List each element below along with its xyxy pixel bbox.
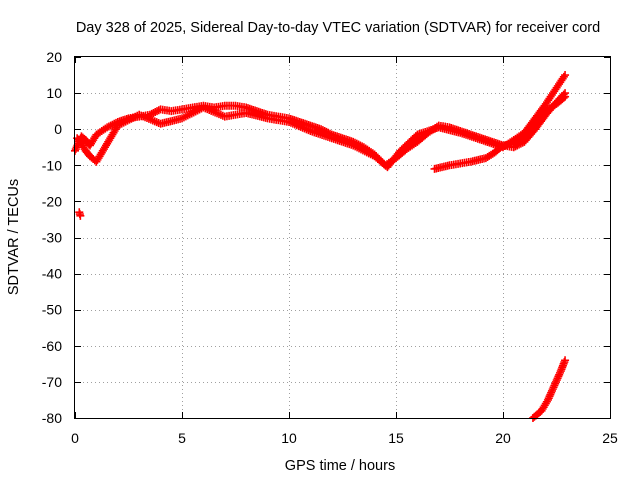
y-tick-label: 0 [54,121,62,137]
data-point [554,372,563,381]
data-point [317,125,326,134]
data-point [153,107,162,116]
data-point [103,123,112,132]
data-point [318,126,327,135]
data-point [559,72,568,81]
data-point [147,109,156,118]
x-tick-label: 10 [281,430,297,446]
data-point [546,390,555,399]
data-point [76,211,85,220]
data-point [548,385,557,394]
data-point [497,142,506,151]
x-tick-label: 5 [178,430,186,446]
data-point [544,394,553,403]
series-track-A [71,89,570,170]
data-point [552,376,561,385]
x-tick-label: 15 [388,430,404,446]
data-point [151,108,160,117]
x-tick-label: 25 [602,430,618,446]
series-track-C [430,92,570,173]
y-tick-label: -70 [42,374,62,390]
y-tick-label: -10 [42,157,62,173]
data-point [551,379,560,388]
plot-frame [74,56,611,419]
data-point [72,143,81,152]
x-axis-label: GPS time / hours [285,458,395,474]
data-point [561,92,570,101]
series-track-D [528,356,570,422]
chart-title: Day 328 of 2025, Sidereal Day-to-day VTE… [76,20,600,36]
data-point [555,370,564,379]
data-point [559,93,568,102]
data-point [547,386,556,395]
y-tick-label: -30 [42,230,62,246]
y-axis-label: SDTVAR / TECUs [6,179,22,295]
data-point [550,381,559,390]
data-point [551,377,560,386]
data-point [149,108,158,117]
data-point [555,368,564,377]
y-tick-label: 20 [46,49,62,65]
y-tick-label: -50 [42,302,62,318]
series-outliers-undefined [75,208,85,220]
data-point [547,388,556,397]
data-point [108,120,117,129]
data-point [553,374,562,383]
data-point [104,122,113,131]
y-tick-label: -80 [42,410,62,426]
y-tick-label: 10 [46,85,62,101]
x-tick-label: 20 [495,430,511,446]
data-points [71,71,570,422]
data-point [106,121,115,130]
x-tick-label: 0 [71,430,79,446]
data-point [561,71,570,80]
axis-ticks: 0 5 10 15 20 25 -80 -70 -60 -50 -40 -30 -20 -10 0 10 20 [42,49,618,446]
data-point [71,145,80,154]
data-point [543,395,552,404]
data-point [561,356,570,365]
y-tick-label: -60 [42,338,62,354]
data-point [545,392,554,401]
y-tick-label: -20 [42,193,62,209]
data-point [549,383,558,392]
y-tick-label: -40 [42,266,62,282]
